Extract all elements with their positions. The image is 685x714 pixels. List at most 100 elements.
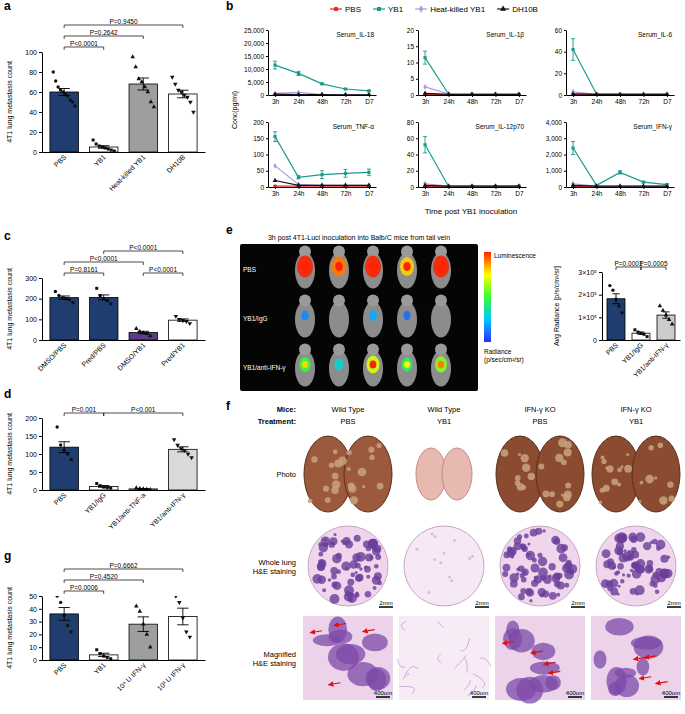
- bracket: [64, 413, 104, 416]
- error-bar: [641, 181, 645, 183]
- tick: 72h: [341, 95, 352, 105]
- tick: 60: [29, 89, 42, 96]
- stain-spot: [347, 579, 354, 586]
- nodule: [654, 476, 657, 479]
- tumor-region: [637, 658, 650, 676]
- tick: 48h: [317, 187, 328, 197]
- imaging-panel: e3h post 4T1-Luci inoculation into Balb/…: [226, 223, 536, 391]
- nodule: [606, 465, 613, 472]
- error-cap: [138, 631, 149, 632]
- stain-spot: [632, 561, 640, 569]
- error-cap: [320, 170, 324, 171]
- error-cap: [98, 487, 109, 488]
- stain-spot: [543, 575, 552, 584]
- tick: 72h: [341, 187, 352, 197]
- nodule: [338, 457, 347, 466]
- stain-spot: [530, 529, 538, 537]
- error-cap: [343, 169, 347, 170]
- tick: 72h: [491, 187, 502, 197]
- tick-mark: [564, 155, 566, 156]
- stain-spot: [635, 585, 645, 595]
- tick: 80: [407, 119, 418, 126]
- tick-mark: [39, 622, 42, 623]
- stain-spot: [610, 588, 618, 596]
- y-axis: 020406080: [407, 119, 419, 191]
- tick-label: 72h: [491, 98, 502, 105]
- mouse-head: [401, 295, 413, 307]
- tick-mark: [266, 155, 268, 156]
- tick: 0: [410, 184, 418, 191]
- tick: 4,000: [546, 119, 566, 126]
- stain-spot: [549, 563, 556, 570]
- tick: 24h: [294, 187, 305, 197]
- stain-spot: [618, 585, 621, 588]
- mouse-head: [401, 344, 413, 356]
- stain-spot: [652, 539, 657, 544]
- data-point: [109, 302, 112, 305]
- tick: 20,000: [244, 40, 268, 47]
- tick-mark: [39, 609, 42, 610]
- error-bar: [367, 169, 371, 176]
- tick-label: 20: [29, 631, 37, 638]
- data-point: [95, 482, 98, 485]
- tick: 15,000: [244, 53, 268, 60]
- stain-spot: [433, 558, 436, 561]
- error-cap: [98, 653, 109, 654]
- stain-spot: [355, 574, 363, 582]
- error-line: [103, 653, 104, 656]
- tick-label: 10: [407, 59, 415, 66]
- bar-panel: g01020304050PBSYB110⁴ U IFN-γ10³ U IFN-γ…: [4, 549, 206, 693]
- tick-label: 3h: [272, 190, 280, 197]
- stain-spot: [374, 564, 379, 569]
- tick-label: 60: [29, 89, 37, 96]
- axis-line: [418, 31, 419, 96]
- data-point: [189, 456, 194, 460]
- y-axis: 0100200300: [25, 275, 42, 344]
- x-axis: PBSYB1/IgGYB1/anti-IFN-γ: [603, 341, 681, 380]
- error-cap: [273, 69, 277, 70]
- tick: 200: [25, 415, 42, 422]
- tick: 2,000: [546, 151, 566, 158]
- data-point: [71, 100, 74, 103]
- tick: Heat-killed YB1: [108, 153, 147, 192]
- x-axis: 3h24h48h72hD7: [419, 95, 527, 105]
- tick-mark: [39, 278, 42, 279]
- tick-label: 100: [25, 451, 37, 458]
- bar: [632, 333, 650, 340]
- bracket: [64, 47, 104, 50]
- stain-spot: [656, 546, 661, 551]
- tick-mark: [416, 30, 418, 31]
- scale-bar-label: 400um: [662, 690, 680, 696]
- luminescence: [297, 256, 313, 278]
- data-point: [184, 320, 189, 324]
- data-point: [618, 171, 621, 174]
- tick: 72h: [491, 95, 502, 105]
- tick-label: 0: [260, 92, 264, 99]
- x-axis: 3h24h48h72hD7: [419, 187, 527, 197]
- bar: [129, 333, 157, 340]
- nodule: [563, 493, 571, 501]
- tick-label: 5,000: [248, 79, 265, 86]
- stain-spot: [443, 552, 446, 555]
- tick-label: YB1: [93, 153, 107, 167]
- tick-mark: [39, 490, 42, 491]
- tick: 24h: [592, 187, 603, 197]
- p-value: P=0.6662: [109, 562, 137, 569]
- tick-mark: [39, 112, 42, 113]
- data-point: [186, 453, 191, 457]
- tissue-strand: [401, 622, 405, 631]
- mouse-body: [431, 302, 451, 338]
- tick: 20: [407, 27, 418, 34]
- axis-line: [268, 123, 269, 188]
- stain-spot: [356, 552, 366, 562]
- stain-spot: [503, 564, 511, 572]
- data-point: [69, 630, 72, 633]
- data-point: [138, 609, 143, 613]
- magnified-section: [399, 616, 489, 700]
- luminescence: [370, 360, 377, 368]
- y-axis: 05,00010,00015,00020,00025,000: [244, 27, 268, 99]
- tick: 2×10⁵: [578, 291, 602, 298]
- scale-bar-label: 400um: [566, 690, 584, 696]
- axis-line: [567, 187, 675, 188]
- error-line: [64, 608, 65, 621]
